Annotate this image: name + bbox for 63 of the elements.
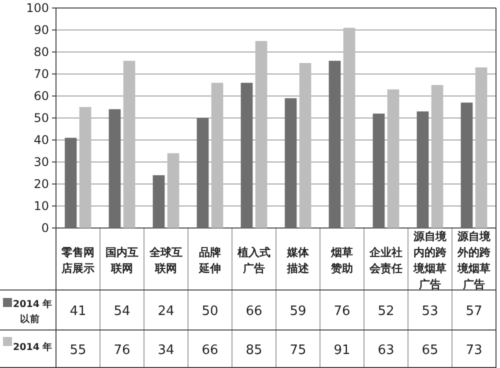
data-label: 50 (202, 304, 218, 319)
data-label: 24 (158, 304, 174, 319)
x-tick-label: 烟草赞助 (330, 246, 353, 275)
data-label: 57 (466, 304, 482, 319)
bar (387, 89, 400, 228)
data-label: 65 (422, 343, 438, 358)
data-label: 34 (158, 343, 174, 358)
x-tick-label: 品牌延伸 (198, 246, 221, 275)
data-label: 53 (422, 304, 438, 319)
data-label: 66 (202, 343, 218, 358)
bar (255, 41, 268, 228)
x-tick-label: 国内互联网 (106, 246, 138, 275)
data-label: 54 (114, 304, 130, 319)
data-label: 66 (246, 304, 262, 319)
y-tick-label: 70 (34, 67, 49, 81)
x-tick-label: 企业社会责任 (368, 246, 402, 275)
y-tick-label: 10 (34, 199, 49, 213)
data-label: 91 (334, 343, 350, 358)
data-label: 73 (466, 343, 482, 358)
x-tick-label: 植入式广告 (236, 246, 270, 275)
x-tick-label: 源自境内的跨境烟草广告 (412, 230, 448, 291)
bar (284, 98, 297, 228)
y-tick-label: 0 (41, 221, 49, 235)
data-label: 75 (290, 343, 306, 358)
y-tick-label: 90 (34, 23, 49, 37)
bar (211, 82, 224, 228)
bar (79, 107, 92, 228)
data-label: 41 (70, 304, 86, 319)
bar (196, 118, 209, 228)
y-tick-label: 40 (34, 133, 49, 147)
x-tick-label: 全球互联网 (148, 246, 182, 275)
x-tick-label: 媒体描述 (286, 246, 310, 275)
y-tick-label: 30 (34, 155, 49, 169)
bar (416, 111, 429, 228)
data-label: 55 (70, 343, 86, 358)
bar (431, 85, 444, 228)
bar (152, 175, 165, 228)
x-tick-label: 源自境外的跨境烟草广告 (456, 230, 492, 291)
data-label: 76 (114, 343, 130, 358)
data-label: 63 (378, 343, 394, 358)
y-tick-label: 60 (34, 89, 49, 103)
legend-label: 2014 年 (13, 341, 53, 353)
bar (64, 138, 77, 228)
bar (460, 102, 473, 228)
data-label: 76 (334, 304, 350, 319)
bar (372, 114, 385, 228)
bar (343, 28, 356, 228)
legend-label: 2014 年以前 (13, 298, 53, 325)
y-tick-label: 100 (26, 1, 49, 15)
bar (328, 60, 341, 228)
x-tick-label: 零售网店展示 (60, 246, 94, 275)
bar (475, 67, 488, 228)
data-label: 85 (246, 343, 262, 358)
y-tick-label: 80 (34, 45, 49, 59)
bar (123, 60, 136, 228)
bar (108, 109, 121, 228)
y-tick-label: 50 (34, 111, 49, 125)
bar (240, 82, 253, 228)
data-label: 52 (378, 304, 394, 319)
data-label: 59 (290, 304, 306, 319)
bar (167, 153, 180, 228)
bar (299, 63, 312, 228)
y-tick-label: 20 (34, 177, 49, 191)
